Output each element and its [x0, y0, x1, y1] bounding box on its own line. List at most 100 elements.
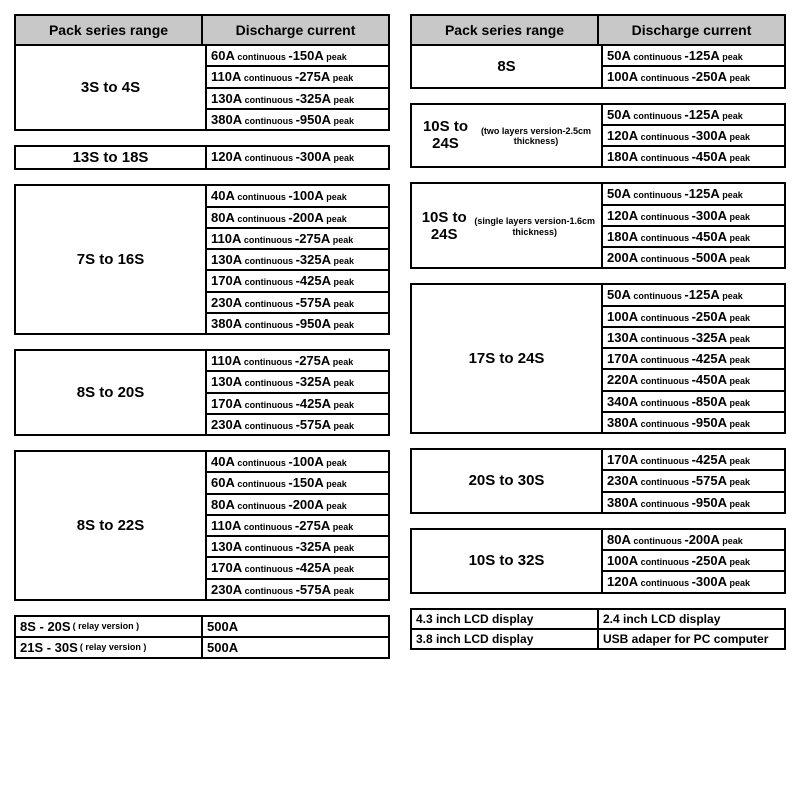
table-header-row: Pack series rangeDischarge current [16, 16, 388, 46]
header-series: Pack series range [412, 16, 599, 46]
spec-table: 8S to 22S40A continuous -100A peak60A co… [14, 450, 390, 601]
table-header-row: Pack series rangeDischarge current [412, 16, 784, 46]
discharge-rate: 130A continuous -325A peak [207, 250, 388, 271]
spec-table: 10S to 32S80A continuous -200A peak100A … [410, 528, 786, 594]
spec-table: 7S to 16S40A continuous -100A peak80A co… [14, 184, 390, 335]
accessory-cell: 2.4 inch LCD display [599, 610, 784, 628]
rates-column: 50A continuous -125A peak100A continuous… [603, 46, 784, 87]
table-body: 8S to 20S110A continuous -275A peak130A … [16, 351, 388, 434]
discharge-rate: 100A continuous -250A peak [603, 67, 784, 86]
series-cell: 10S to 32S [412, 530, 603, 592]
relay-row: 21S - 30S( relay version )500A [14, 638, 390, 659]
discharge-rate: 50A continuous -125A peak [603, 184, 784, 205]
rates-column: 50A continuous -125A peak100A continuous… [603, 285, 784, 432]
accessory-row: 3.8 inch LCD displayUSB adaper for PC co… [412, 628, 784, 648]
discharge-rate: 110A continuous -275A peak [207, 516, 388, 537]
columns-container: Pack series rangeDischarge current3S to … [14, 14, 786, 659]
discharge-rate: 110A continuous -275A peak [207, 229, 388, 250]
discharge-rate: 110A continuous -275A peak [207, 67, 388, 88]
discharge-rate: 120A continuous -300A peak [603, 206, 784, 227]
spec-table: Pack series rangeDischarge current8S50A … [410, 14, 786, 89]
discharge-rate: 170A continuous -425A peak [603, 349, 784, 370]
discharge-rate: 100A continuous -250A peak [603, 307, 784, 328]
accessory-row: 4.3 inch LCD display2.4 inch LCD display [412, 610, 784, 628]
right-column: Pack series rangeDischarge current8S50A … [410, 14, 786, 659]
rates-column: 60A continuous -150A peak110A continuous… [207, 46, 388, 129]
relay-row: 8S - 20S( relay version )500A [14, 615, 390, 638]
discharge-rate: 200A continuous -500A peak [603, 248, 784, 267]
accessory-cell: 4.3 inch LCD display [412, 610, 599, 628]
relay-value: 500A [203, 617, 388, 636]
discharge-rate: 380A continuous -950A peak [603, 413, 784, 432]
discharge-rate: 40A continuous -100A peak [207, 186, 388, 207]
rates-column: 80A continuous -200A peak100A continuous… [603, 530, 784, 592]
rates-column: 120A continuous -300A peak [207, 147, 388, 168]
series-cell: 13S to 18S [16, 147, 207, 168]
series-cell: 8S [412, 46, 603, 87]
spec-table: 8S to 20S110A continuous -275A peak130A … [14, 349, 390, 436]
series-cell: 10S to 24S(single layers version-1.6cm t… [412, 184, 603, 267]
discharge-rate: 50A continuous -125A peak [603, 46, 784, 67]
table-body: 3S to 4S60A continuous -150A peak110A co… [16, 46, 388, 129]
left-column: Pack series rangeDischarge current3S to … [14, 14, 390, 659]
series-cell: 20S to 30S [412, 450, 603, 512]
accessory-cell: 3.8 inch LCD display [412, 630, 599, 648]
discharge-rate: 80A continuous -200A peak [207, 495, 388, 516]
spec-table: 20S to 30S170A continuous -425A peak230A… [410, 448, 786, 514]
discharge-rate: 80A continuous -200A peak [207, 208, 388, 229]
header-discharge: Discharge current [203, 16, 388, 46]
series-cell: 10S to 24S(two layers version-2.5cm thic… [412, 105, 603, 167]
spec-table: 10S to 24S(two layers version-2.5cm thic… [410, 103, 786, 169]
rates-column: 170A continuous -425A peak230A continuou… [603, 450, 784, 512]
discharge-rate: 230A continuous -575A peak [603, 471, 784, 492]
relay-label: 8S - 20S( relay version ) [16, 617, 203, 636]
rates-column: 50A continuous -125A peak120A continuous… [603, 105, 784, 167]
accessory-table: 4.3 inch LCD display2.4 inch LCD display… [410, 608, 786, 650]
discharge-rate: 60A continuous -150A peak [207, 46, 388, 67]
discharge-rate: 230A continuous -575A peak [207, 580, 388, 599]
discharge-rate: 230A continuous -575A peak [207, 293, 388, 314]
rates-column: 50A continuous -125A peak120A continuous… [603, 184, 784, 267]
discharge-rate: 170A continuous -425A peak [207, 558, 388, 579]
table-body: 20S to 30S170A continuous -425A peak230A… [412, 450, 784, 512]
discharge-rate: 340A continuous -850A peak [603, 392, 784, 413]
discharge-rate: 130A continuous -325A peak [603, 328, 784, 349]
table-body: 8S50A continuous -125A peak100A continuo… [412, 46, 784, 87]
table-body: 8S to 22S40A continuous -100A peak60A co… [16, 452, 388, 599]
discharge-rate: 180A continuous -450A peak [603, 147, 784, 166]
table-body: 10S to 24S(single layers version-1.6cm t… [412, 184, 784, 267]
relay-label: 21S - 30S( relay version ) [16, 638, 203, 657]
series-cell: 8S to 20S [16, 351, 207, 434]
header-series: Pack series range [16, 16, 203, 46]
series-cell: 8S to 22S [16, 452, 207, 599]
discharge-rate: 120A continuous -300A peak [603, 572, 784, 591]
discharge-rate: 130A continuous -325A peak [207, 537, 388, 558]
discharge-rate: 380A continuous -950A peak [207, 314, 388, 333]
discharge-rate: 380A continuous -950A peak [207, 110, 388, 129]
discharge-rate: 120A continuous -300A peak [603, 126, 784, 147]
spec-table: Pack series rangeDischarge current3S to … [14, 14, 390, 131]
table-body: 17S to 24S50A continuous -125A peak100A … [412, 285, 784, 432]
series-cell: 3S to 4S [16, 46, 207, 129]
discharge-rate: 380A continuous -950A peak [603, 493, 784, 512]
discharge-rate: 170A continuous -425A peak [207, 271, 388, 292]
table-body: 13S to 18S120A continuous -300A peak [16, 147, 388, 168]
discharge-rate: 230A continuous -575A peak [207, 415, 388, 434]
discharge-rate: 40A continuous -100A peak [207, 452, 388, 473]
discharge-rate: 180A continuous -450A peak [603, 227, 784, 248]
discharge-rate: 170A continuous -425A peak [603, 450, 784, 471]
rates-column: 110A continuous -275A peak130A continuou… [207, 351, 388, 434]
rates-column: 40A continuous -100A peak80A continuous … [207, 186, 388, 333]
table-body: 7S to 16S40A continuous -100A peak80A co… [16, 186, 388, 333]
discharge-rate: 120A continuous -300A peak [207, 147, 388, 166]
discharge-rate: 170A continuous -425A peak [207, 394, 388, 415]
discharge-rate: 100A continuous -250A peak [603, 551, 784, 572]
accessory-cell: USB adaper for PC computer [599, 630, 784, 648]
discharge-rate: 220A continuous -450A peak [603, 370, 784, 391]
spec-table: 10S to 24S(single layers version-1.6cm t… [410, 182, 786, 269]
header-discharge: Discharge current [599, 16, 784, 46]
discharge-rate: 130A continuous -325A peak [207, 372, 388, 393]
discharge-rate: 110A continuous -275A peak [207, 351, 388, 372]
spec-table: 13S to 18S120A continuous -300A peak [14, 145, 390, 170]
discharge-rate: 130A continuous -325A peak [207, 89, 388, 110]
